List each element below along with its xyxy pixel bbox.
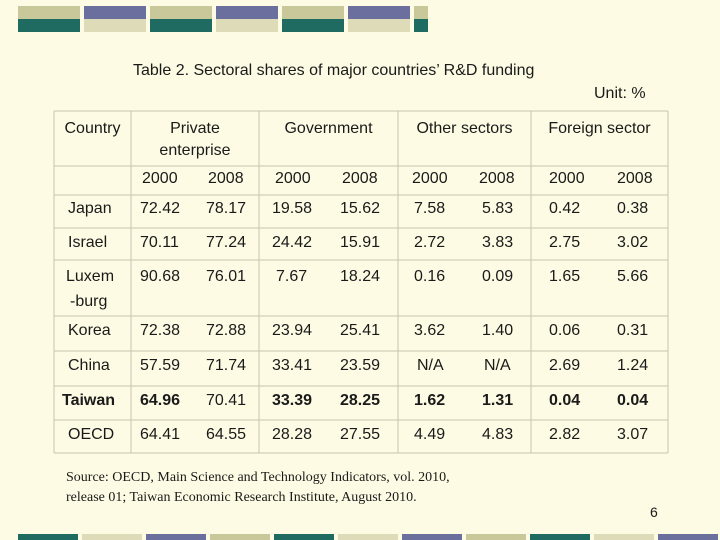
- table-cell: 0.04: [549, 392, 581, 409]
- year-header: 2008: [342, 170, 378, 187]
- table-cell: 7.67: [276, 268, 308, 285]
- table-cell: 1.65: [549, 268, 581, 285]
- table-cell: 72.88: [206, 322, 247, 339]
- table-cell: 1.40: [482, 322, 514, 339]
- table-cell: 76.01: [206, 268, 247, 285]
- top-decoration: [18, 6, 428, 32]
- table-cell: 5.66: [617, 268, 649, 285]
- header-government: Government: [284, 120, 373, 137]
- source-note: Source: OECD, Main Science and Technolog…: [66, 470, 450, 505]
- year-header: 2008: [617, 170, 653, 187]
- table-cell: 1.24: [617, 357, 649, 374]
- country-label: Taiwan: [62, 392, 116, 409]
- year-header: 2008: [208, 170, 244, 187]
- table-cell: 28.28: [272, 426, 313, 443]
- table-cell: 1.62: [414, 392, 446, 409]
- bottom-decoration: [18, 534, 718, 540]
- year-header: 2000: [549, 170, 585, 187]
- table-cell: N/A: [484, 357, 511, 374]
- table-cell: 70.11: [140, 234, 179, 251]
- table-cell: 24.42: [272, 234, 313, 251]
- table-cell: 72.38: [140, 322, 181, 339]
- table-cell: 0.42: [549, 200, 581, 217]
- table-cell: 33.41: [272, 357, 313, 374]
- table-cell: 7.58: [414, 200, 446, 217]
- table-cell: 5.83: [482, 200, 514, 217]
- year-header: 2000: [275, 170, 311, 187]
- table-cell: 3.62: [414, 322, 446, 339]
- table-cell: 2.75: [549, 234, 581, 251]
- country-label: Japan: [68, 200, 112, 217]
- table-cell: 0.16: [414, 268, 446, 285]
- table-cell: N/A: [417, 357, 444, 374]
- table-cell: 2.69: [549, 357, 581, 374]
- page-title: Table 2. Sectoral shares of major countr…: [133, 62, 535, 79]
- table-cell: 19.58: [272, 200, 313, 217]
- table-cell: 1.31: [482, 392, 514, 409]
- table-cell: 78.17: [206, 200, 247, 217]
- country-label: China: [68, 357, 110, 374]
- table-cell: 64.55: [206, 426, 247, 443]
- year-header: 2000: [142, 170, 178, 187]
- table-cell: 4.83: [482, 426, 514, 443]
- table-cell: 0.31: [617, 322, 649, 339]
- table-cell: 2.82: [549, 426, 581, 443]
- header-private-enterprise: Private enterprise: [159, 120, 231, 159]
- table-cell: 64.41: [140, 426, 181, 443]
- table-cell: 3.83: [482, 234, 514, 251]
- country-label: Korea: [68, 322, 111, 339]
- table-cell: 4.49: [414, 426, 446, 443]
- country-label: OECD: [68, 426, 115, 443]
- page-number: 6: [650, 504, 658, 520]
- table-cell: 2.72: [414, 234, 446, 251]
- table-cell: 90.68: [140, 268, 181, 285]
- table-cell: 0.09: [482, 268, 514, 285]
- table-cell: 18.24: [340, 268, 381, 285]
- table-cell: 71.74: [206, 357, 247, 374]
- table-cell: 28.25: [340, 392, 381, 409]
- year-header: 2000: [412, 170, 448, 187]
- table-cell: 77.24: [206, 234, 247, 251]
- table-cell: 27.55: [340, 426, 381, 443]
- header-foreign-sector: Foreign sector: [548, 120, 651, 137]
- table-cell: 33.39: [272, 392, 313, 409]
- table-cell: 70.41: [206, 392, 247, 409]
- table-cell: 64.96: [140, 392, 181, 409]
- country-label: Israel: [68, 234, 108, 251]
- year-header: 2008: [479, 170, 515, 187]
- table-cell: 23.59: [340, 357, 381, 374]
- table-cell: 3.07: [617, 426, 649, 443]
- table-cell: 0.38: [617, 200, 649, 217]
- table-cell: 15.91: [340, 234, 381, 251]
- header-country: Country: [64, 120, 121, 137]
- table-cell: 3.02: [617, 234, 649, 251]
- table-cell: 72.42: [140, 200, 181, 217]
- table-cell: 23.94: [272, 322, 313, 339]
- table-cell: 0.04: [617, 392, 649, 409]
- table-cell: 25.41: [340, 322, 381, 339]
- table-cell: 0.06: [549, 322, 581, 339]
- table-cell: 15.62: [340, 200, 381, 217]
- header-other-sectors: Other sectors: [416, 120, 513, 137]
- unit-label: Unit: %: [594, 85, 646, 102]
- table-cell: 57.59: [140, 357, 181, 374]
- country-label: Luxem -burg: [66, 268, 115, 310]
